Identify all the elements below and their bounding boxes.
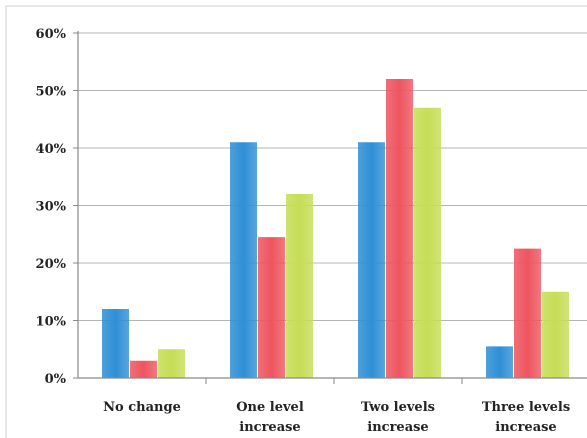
- y-tick-label: 10%: [36, 315, 67, 330]
- x-category-labels: No change One level increase Two levels incr…: [103, 400, 570, 435]
- y-tick-label: 50%: [36, 85, 67, 100]
- bar: [414, 107, 441, 378]
- bar: [258, 237, 285, 378]
- bar: [286, 194, 313, 378]
- bar: [102, 309, 129, 378]
- x-category-label: One level increase: [236, 400, 304, 435]
- bar: [542, 291, 569, 378]
- bar: [386, 79, 413, 378]
- chart-frame: [5, 5, 587, 438]
- x-category-label: No change: [103, 400, 181, 415]
- axes: [73, 31, 587, 384]
- y-tick-label: 60%: [36, 27, 67, 42]
- bar: [158, 349, 185, 378]
- x-category-label: Two levels increase: [361, 400, 435, 435]
- y-tick-label: 40%: [36, 142, 67, 157]
- bar: [486, 346, 513, 378]
- x-category-label: Three levels increase: [482, 400, 570, 435]
- bar: [358, 142, 385, 378]
- bar: [230, 142, 257, 378]
- bar: [130, 360, 157, 378]
- y-tick-label: 30%: [36, 200, 67, 215]
- y-tick-label: 20%: [36, 257, 67, 272]
- bar: [514, 248, 541, 378]
- y-tick-label: 0%: [45, 372, 67, 387]
- bars: [102, 79, 569, 378]
- gridlines: [78, 32, 587, 321]
- y-tick-labels: 0% 10% 20% 30% 40% 50% 60%: [36, 27, 67, 387]
